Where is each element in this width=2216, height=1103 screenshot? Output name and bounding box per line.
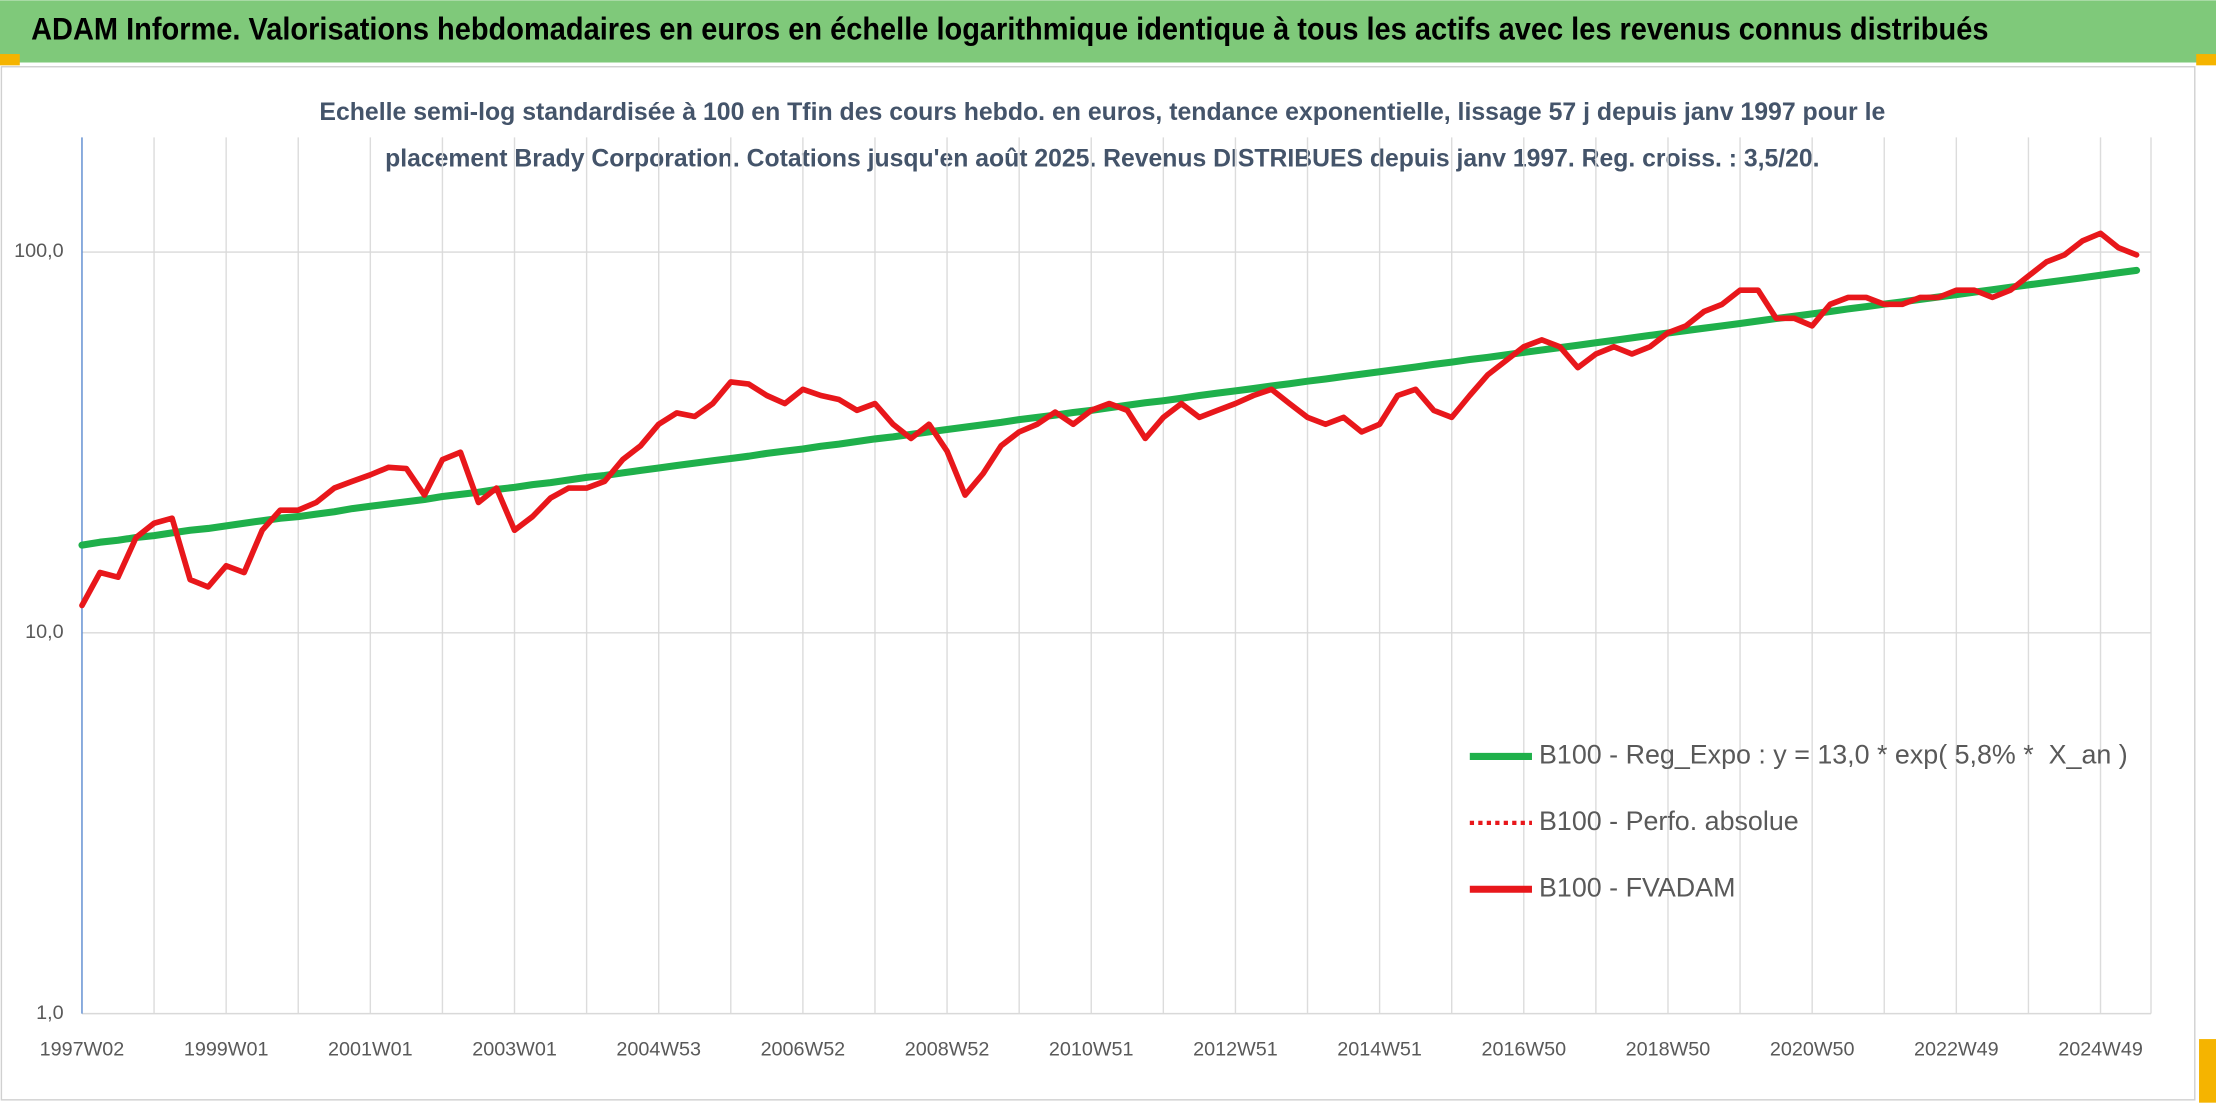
header-bar: [0, 0, 2216, 63]
x-tick-label: 2004W53: [616, 1039, 701, 1061]
x-tick-label: 2012W51: [1193, 1039, 1278, 1061]
x-tick-label: 1999W01: [184, 1039, 269, 1061]
corner-mark: [0, 54, 20, 66]
x-tick-label: 2018W50: [1626, 1039, 1711, 1061]
x-tick-label: 2008W52: [905, 1039, 990, 1061]
corner-mark: [2199, 1039, 2216, 1103]
x-tick-label: 2022W49: [1914, 1039, 1999, 1061]
subtitle: placement Brady Corporation. Cotations j…: [385, 145, 1819, 173]
x-tick-label: 1997W02: [40, 1039, 125, 1061]
y-tick-label: 10,0: [25, 621, 63, 643]
legend-label: B100 - Reg_Expo : y = 13,0 * exp( 5,8% *…: [1539, 740, 2128, 770]
x-tick-label: 2003W01: [472, 1039, 557, 1061]
legend-label: B100 - Perfo. absolue: [1539, 806, 1799, 836]
y-tick-label: 100,0: [14, 240, 63, 262]
y-tick-label: 1,0: [36, 1002, 63, 1024]
series-line: [79, 230, 2140, 609]
x-tick-label: 2016W50: [1481, 1039, 1566, 1061]
x-tick-label: 2024W49: [2058, 1039, 2143, 1061]
x-tick-label: 2020W50: [1770, 1039, 1855, 1061]
corner-mark: [2196, 54, 2216, 66]
x-tick-label: 2010W51: [1049, 1039, 1134, 1061]
x-tick-label: 2001W01: [328, 1039, 413, 1061]
page-title: ADAM Informe. Valorisations hebdomadaire…: [31, 12, 1988, 47]
subtitle: Echelle semi-log standardisée à 100 en T…: [319, 98, 1885, 126]
x-tick-label: 2014W51: [1337, 1039, 1422, 1061]
chart-frame: [0, 66, 2196, 1101]
legend-label: B100 - FVADAM: [1539, 872, 1735, 902]
x-tick-label: 2006W52: [761, 1039, 846, 1061]
